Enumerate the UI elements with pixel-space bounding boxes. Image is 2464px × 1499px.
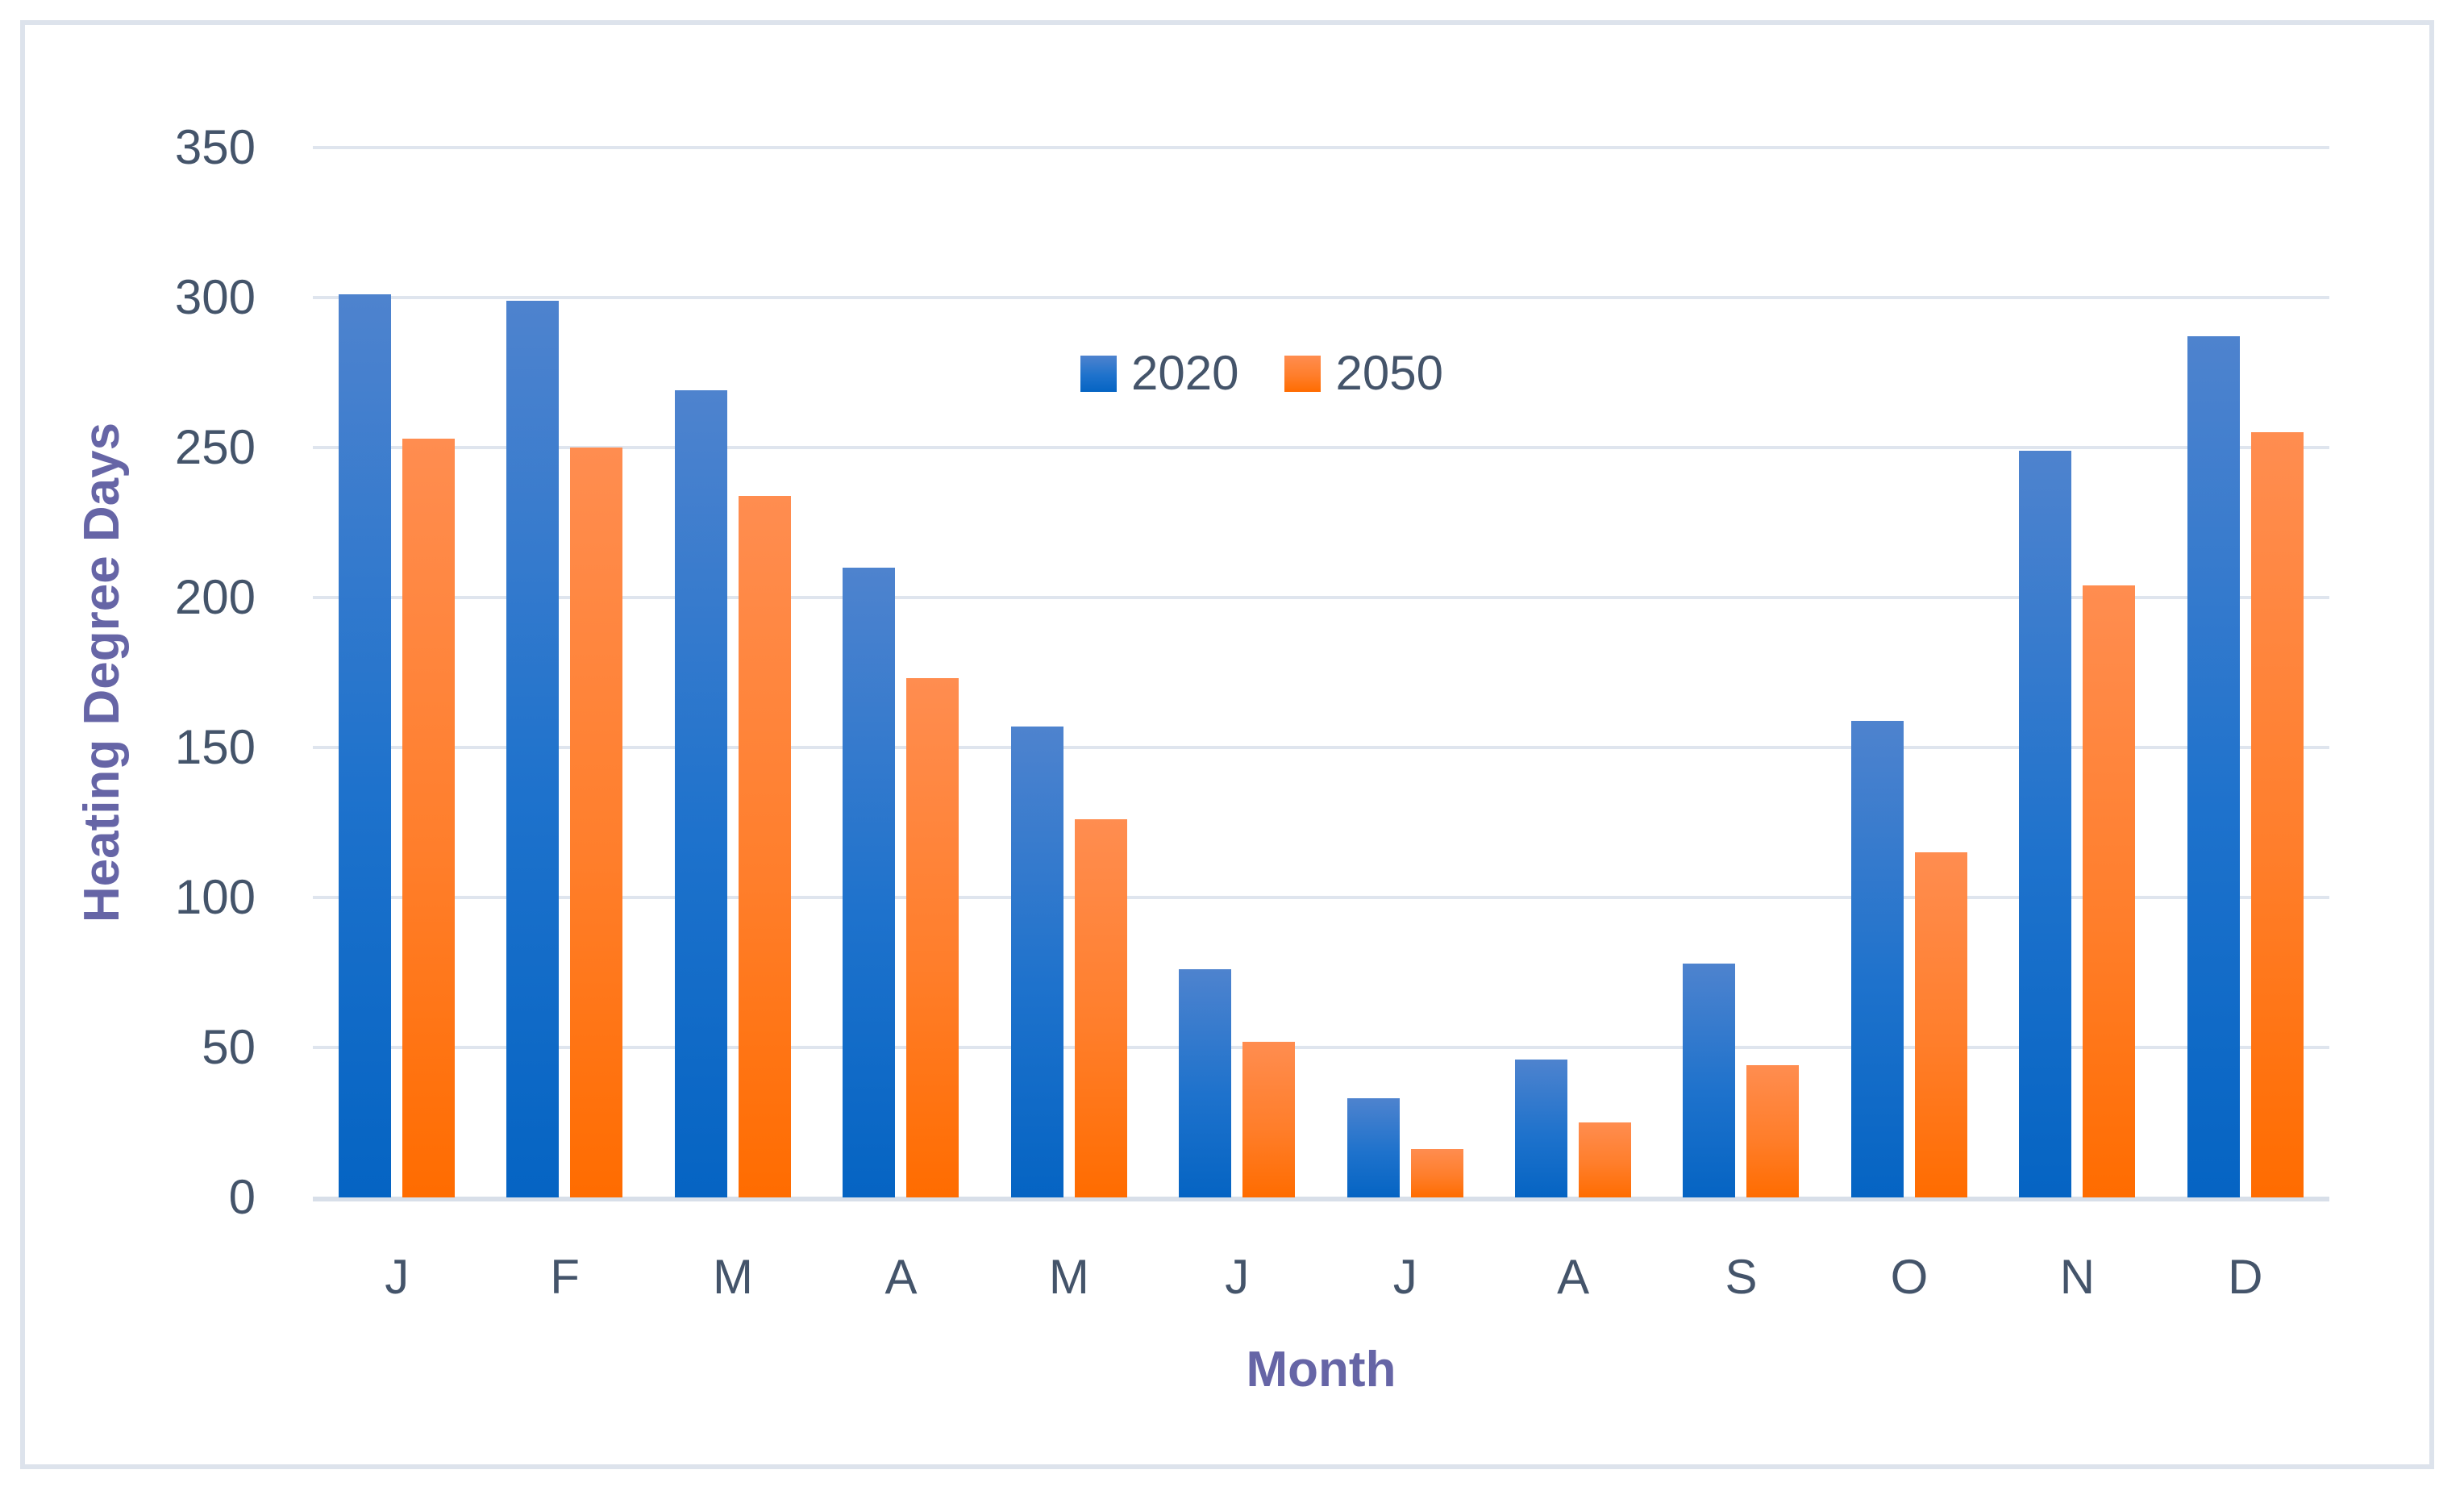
bar-2050-A-8 <box>1578 1122 1631 1197</box>
x-axis-line <box>313 1197 2329 1201</box>
bar-2050-J-1 <box>402 438 455 1197</box>
bar-2020-O-10 <box>1850 720 1904 1197</box>
bar-2020-J-1 <box>339 294 391 1197</box>
x-tick-label-N-11: N <box>2059 1250 2096 1304</box>
bar-2020-M-5 <box>1010 726 1063 1197</box>
bar-2050-J-6 <box>1242 1041 1296 1197</box>
bar-2020-M-3 <box>674 390 727 1197</box>
bar-2050-N-11 <box>2083 585 2136 1197</box>
legend-label-2050: 2050 <box>1335 346 1443 400</box>
y-tick-label: 0 <box>228 1170 256 1224</box>
bar-2050-S-9 <box>1746 1065 1800 1197</box>
legend-swatch-2050 <box>1284 355 1321 392</box>
legend-item-2020: 2020 <box>1080 349 1238 398</box>
gridline-150 <box>313 746 2329 749</box>
y-axis-title: Heating Degree Days <box>74 422 130 923</box>
y-tick-label: 250 <box>174 420 256 474</box>
x-tick-label-D-12: D <box>2228 1250 2263 1304</box>
x-tick-label-O-10: O <box>1890 1250 1929 1304</box>
y-tick-label: 150 <box>174 720 256 774</box>
bar-2020-F-2 <box>506 300 560 1197</box>
bar-2020-A-8 <box>1514 1059 1567 1197</box>
gridline-250 <box>313 446 2329 449</box>
bar-2020-J-7 <box>1346 1098 1400 1197</box>
y-tick-label: 50 <box>202 1020 256 1074</box>
bar-2020-N-11 <box>2019 450 2072 1197</box>
bar-2020-A-4 <box>843 567 896 1197</box>
x-tick-label-M-3: M <box>713 1250 754 1304</box>
y-tick-label: 350 <box>174 120 256 174</box>
x-tick-label-S-9: S <box>1725 1250 1758 1304</box>
x-tick-label-A-4: A <box>884 1250 918 1304</box>
gridline-300 <box>313 296 2329 299</box>
bar-2020-J-6 <box>1179 969 1232 1197</box>
x-tick-label-J-7: J <box>1392 1250 1417 1304</box>
bar-2050-J-7 <box>1410 1149 1463 1197</box>
legend-label-2020: 2020 <box>1131 346 1239 400</box>
y-tick-label: 100 <box>174 870 256 924</box>
gridline-200 <box>313 596 2329 599</box>
y-tick-label: 300 <box>174 270 256 324</box>
bar-2050-A-4 <box>906 678 959 1197</box>
gridline-100 <box>313 896 2329 899</box>
y-tick-label: 200 <box>174 570 256 624</box>
bar-2050-O-10 <box>1914 852 1967 1197</box>
bar-2050-M-3 <box>738 495 791 1197</box>
bar-2050-D-12 <box>2250 432 2304 1197</box>
x-axis-title: Month <box>1246 1342 1396 1397</box>
x-tick-label-J-1: J <box>385 1250 410 1304</box>
bar-2050-F-2 <box>570 448 623 1197</box>
legend-item-2050: 2050 <box>1284 346 1443 400</box>
bar-2020-S-9 <box>1683 963 1736 1197</box>
legend: 2020 2050 <box>1080 348 1443 398</box>
legend-swatch-2020 <box>1080 355 1117 392</box>
gridline-350 <box>313 146 2329 149</box>
x-tick-label-A-8: A <box>1557 1250 1590 1304</box>
gridline-50 <box>313 1046 2329 1049</box>
bar-2020-D-12 <box>2187 336 2240 1197</box>
x-tick-label-F-2: F <box>550 1250 580 1304</box>
x-tick-label-M-5: M <box>1048 1250 1089 1304</box>
bar-2050-M-5 <box>1074 819 1127 1197</box>
x-tick-label-J-6: J <box>1225 1250 1250 1304</box>
